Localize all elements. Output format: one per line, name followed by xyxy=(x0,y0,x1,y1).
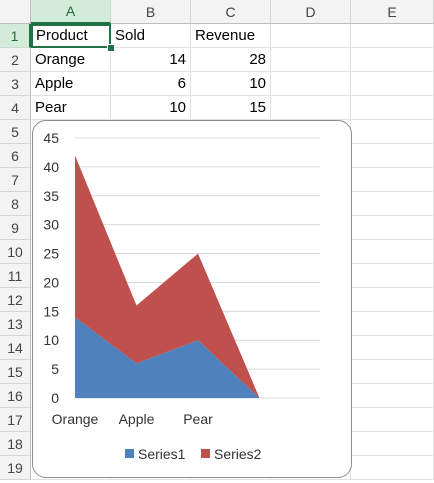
row-header-17[interactable]: 17 xyxy=(0,408,31,432)
cell-e19[interactable] xyxy=(351,456,434,480)
legend-label-series2: Series2 xyxy=(214,446,262,462)
y-tick-label: 10 xyxy=(43,332,59,348)
cell-e5[interactable] xyxy=(351,120,434,144)
y-tick-label: 45 xyxy=(43,130,59,146)
row-header-7[interactable]: 7 xyxy=(0,168,31,192)
y-tick-label: 15 xyxy=(43,303,59,319)
y-tick-label: 0 xyxy=(51,390,59,406)
x-tick-label: Apple xyxy=(119,411,155,427)
cell-c4[interactable]: 15 xyxy=(191,96,271,120)
y-tick-label: 20 xyxy=(43,274,59,290)
cell-c2[interactable]: 28 xyxy=(191,48,271,72)
cell-e12[interactable] xyxy=(351,288,434,312)
cell-c3[interactable]: 10 xyxy=(191,72,271,96)
cell-d3[interactable] xyxy=(271,72,351,96)
cell-e13[interactable] xyxy=(351,312,434,336)
cell-e11[interactable] xyxy=(351,264,434,288)
cell-e2[interactable] xyxy=(351,48,434,72)
cell-b1[interactable]: Sold xyxy=(111,24,191,48)
y-tick-label: 30 xyxy=(43,217,59,233)
y-tick-label: 25 xyxy=(43,246,59,262)
legend-swatch-series1 xyxy=(125,449,134,458)
row-header-10[interactable]: 10 xyxy=(0,240,31,264)
cell-e8[interactable] xyxy=(351,192,434,216)
x-tick-label: Pear xyxy=(183,411,213,427)
cell-b4[interactable]: 10 xyxy=(111,96,191,120)
cell-e1[interactable] xyxy=(351,24,434,48)
row-header-19[interactable]: 19 xyxy=(0,456,31,480)
cell-d4[interactable] xyxy=(271,96,351,120)
series-area-series2 xyxy=(75,155,260,398)
column-header-e[interactable]: E xyxy=(351,0,434,24)
cell-e14[interactable] xyxy=(351,336,434,360)
cell-e10[interactable] xyxy=(351,240,434,264)
cell-b3[interactable]: 6 xyxy=(111,72,191,96)
cell-e16[interactable] xyxy=(351,384,434,408)
row-header-1[interactable]: 1 xyxy=(0,24,31,48)
row-header-18[interactable]: 18 xyxy=(0,432,31,456)
row-header-8[interactable]: 8 xyxy=(0,192,31,216)
legend-label-series1: Series1 xyxy=(138,446,186,462)
row-header-4[interactable]: 4 xyxy=(0,96,31,120)
series-area-series1 xyxy=(75,317,260,398)
cell-e18[interactable] xyxy=(351,432,434,456)
cell-e6[interactable] xyxy=(351,144,434,168)
cell-a3[interactable]: Apple xyxy=(31,72,111,96)
select-all-corner[interactable] xyxy=(0,0,31,24)
cell-d1[interactable] xyxy=(271,24,351,48)
row-header-15[interactable]: 15 xyxy=(0,360,31,384)
cell-d2[interactable] xyxy=(271,48,351,72)
row-header-11[interactable]: 11 xyxy=(0,264,31,288)
cell-b2[interactable]: 14 xyxy=(111,48,191,72)
cell-e17[interactable] xyxy=(351,408,434,432)
row-header-14[interactable]: 14 xyxy=(0,336,31,360)
row-header-9[interactable]: 9 xyxy=(0,216,31,240)
area-chart[interactable]: 0 5 10 15 20 25 30 35 40 45 Orange Apple Pear Series1… xyxy=(32,120,352,478)
row-header-3[interactable]: 3 xyxy=(0,72,31,96)
column-header-d[interactable]: D xyxy=(271,0,351,24)
row-header-2[interactable]: 2 xyxy=(0,48,31,72)
cell-e7[interactable] xyxy=(351,168,434,192)
row-header-16[interactable]: 16 xyxy=(0,384,31,408)
cell-e3[interactable] xyxy=(351,72,434,96)
y-tick-label: 5 xyxy=(51,361,59,377)
chart-plot: 0 5 10 15 20 25 30 35 40 45 Orange Apple Pear Series1… xyxy=(43,130,320,462)
cell-a4[interactable]: Pear xyxy=(31,96,111,120)
x-tick-label: Orange xyxy=(52,411,99,427)
row-header-13[interactable]: 13 xyxy=(0,312,31,336)
column-header-c[interactable]: C xyxy=(191,0,271,24)
cell-a2[interactable]: Orange xyxy=(31,48,111,72)
row-header-12[interactable]: 12 xyxy=(0,288,31,312)
cell-e15[interactable] xyxy=(351,360,434,384)
y-tick-label: 40 xyxy=(43,159,59,175)
column-header-b[interactable]: B xyxy=(111,0,191,24)
row-header-5[interactable]: 5 xyxy=(0,120,31,144)
column-header-a[interactable]: A xyxy=(31,0,111,24)
legend-swatch-series2 xyxy=(201,449,210,458)
row-header-6[interactable]: 6 xyxy=(0,144,31,168)
cell-e4[interactable] xyxy=(351,96,434,120)
y-tick-label: 35 xyxy=(43,188,59,204)
cell-c1[interactable]: Revenue xyxy=(191,24,271,48)
cell-e9[interactable] xyxy=(351,216,434,240)
fill-handle[interactable] xyxy=(107,44,115,52)
cell-a1[interactable]: Product xyxy=(31,24,111,48)
